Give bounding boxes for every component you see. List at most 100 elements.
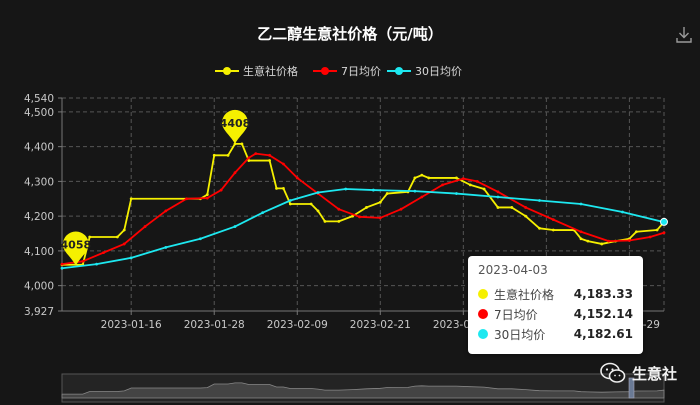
data-point-ma7 xyxy=(185,197,188,201)
data-zoom-slider[interactable] xyxy=(61,373,665,403)
tooltip-value-ma30: 4,182.61 xyxy=(573,327,633,341)
y-tick-label: 4,000 xyxy=(24,281,54,293)
pin-marker xyxy=(62,231,89,266)
zoom-handle-right[interactable] xyxy=(628,377,635,399)
hover-point xyxy=(660,217,668,226)
legend-label-ma30: 30日均价 xyxy=(415,65,462,78)
y-tick-label: 4,500 xyxy=(24,107,54,119)
pin-marker xyxy=(221,109,248,144)
tooltip-row-price: 生意社价格 4,183.33 xyxy=(478,284,633,304)
data-point-price xyxy=(538,226,541,230)
data-point-price xyxy=(586,239,590,243)
data-point-price xyxy=(212,153,216,157)
data-point-price xyxy=(579,237,583,241)
legend-item-ma30[interactable]: 30日均价 xyxy=(387,65,462,78)
x-tick-label: 2023-01-28 xyxy=(184,319,245,331)
data-point-ma30 xyxy=(538,199,541,202)
data-point-price xyxy=(233,142,237,146)
chart-title: 乙二醇生意社价格（元/吨） xyxy=(257,25,442,43)
tooltip-dot-ma7 xyxy=(478,309,488,319)
tooltip-value-ma7: 4,152.14 xyxy=(573,307,633,321)
tooltip-name-ma30: 30日均价 xyxy=(494,327,546,342)
data-point-price xyxy=(482,187,486,191)
pin-marker-label: 4058 xyxy=(61,238,92,251)
data-point-ma7 xyxy=(399,207,403,211)
data-point-ma30 xyxy=(95,262,98,266)
data-point-price xyxy=(427,176,431,180)
data-point-ma7 xyxy=(60,262,64,266)
tooltip-name-price: 生意社价格 xyxy=(494,287,555,302)
pin-marker-label: 4408 xyxy=(220,117,251,130)
data-point-ma7 xyxy=(579,230,583,234)
tooltip-name-ma7: 7日均价 xyxy=(494,307,538,322)
data-point-ma30 xyxy=(344,187,348,191)
data-point-price xyxy=(323,219,327,223)
y-tick-label: 4,400 xyxy=(24,142,54,154)
data-point-ma7 xyxy=(254,152,258,155)
data-point-ma7 xyxy=(607,239,611,243)
data-point-ma7 xyxy=(219,188,223,192)
data-point-ma30 xyxy=(233,225,237,228)
y-tick-label: 4,100 xyxy=(24,246,54,258)
wechat-icon xyxy=(600,362,626,383)
data-point-ma7 xyxy=(143,225,147,228)
tooltip-row-ma30: 30日均价 4,182.61 xyxy=(478,324,633,344)
data-point-price xyxy=(288,202,292,206)
data-point-ma7 xyxy=(524,206,528,209)
legend-item-price[interactable]: 生意社价格 xyxy=(215,64,298,78)
pin-markers: 4058 4408 xyxy=(61,109,251,266)
data-point-price xyxy=(365,206,368,209)
data-point-price xyxy=(275,186,278,190)
data-point-ma7 xyxy=(378,216,382,220)
data-point-ma7 xyxy=(205,196,209,200)
data-point-ma30 xyxy=(579,202,583,206)
tooltip-dot-price xyxy=(478,289,488,299)
data-point-price xyxy=(551,228,555,232)
data-point-ma30 xyxy=(413,189,417,193)
data-point-ma7 xyxy=(551,218,555,222)
data-point-price xyxy=(524,214,528,218)
plot-area xyxy=(60,142,668,270)
legend-item-ma7[interactable]: 7日均价 xyxy=(313,65,381,78)
data-point-ma30 xyxy=(496,195,500,199)
x-tick-label: 2023-02-09 xyxy=(267,319,328,331)
y-tick-label: 4,300 xyxy=(24,176,54,188)
series-line-ma7 xyxy=(61,152,665,265)
tooltip: 2023-04-03 生意社价格 4,183.33 7日均价 4,152.14 … xyxy=(468,256,643,354)
data-point-ma7 xyxy=(441,183,444,187)
data-point-ma7 xyxy=(662,231,666,235)
data-point-price xyxy=(282,186,285,190)
data-point-ma7 xyxy=(164,209,168,213)
watermark: 生意社 xyxy=(600,362,677,384)
data-point-price xyxy=(316,209,320,213)
data-point-price xyxy=(122,228,126,232)
series-line-ma30 xyxy=(61,188,665,270)
data-point-price xyxy=(655,228,659,232)
y-tick-label: 4,200 xyxy=(24,211,54,223)
data-point-ma7 xyxy=(475,179,479,183)
tooltip-dot-ma30 xyxy=(478,329,488,339)
data-point-ma7 xyxy=(282,162,285,166)
data-point-price xyxy=(468,183,472,187)
data-point-ma30 xyxy=(164,246,168,249)
y-tick-label: 3,927 xyxy=(24,306,54,318)
data-point-ma7 xyxy=(295,176,299,180)
data-point-price xyxy=(88,235,92,239)
data-point-price xyxy=(115,235,119,239)
data-point-ma7 xyxy=(337,207,341,211)
data-point-ma30 xyxy=(198,237,202,241)
data-point-ma7 xyxy=(461,177,465,181)
data-point-price xyxy=(413,176,417,180)
data-point-ma30 xyxy=(288,199,292,202)
data-point-price xyxy=(420,173,424,177)
x-axis: 2023-01-16 2023-01-28 2023-02-09 2023-02-21… xyxy=(62,310,664,331)
legend: 生意社价格 7日均价 30日均价 xyxy=(215,64,462,78)
data-point-ma7 xyxy=(81,259,85,263)
data-point-ma30 xyxy=(261,211,265,215)
tooltip-row-ma7: 7日均价 4,152.14 xyxy=(478,304,633,324)
data-point-price xyxy=(337,219,341,223)
data-point-price xyxy=(385,192,389,195)
data-point-price xyxy=(205,193,209,196)
download-icon[interactable] xyxy=(676,26,692,44)
